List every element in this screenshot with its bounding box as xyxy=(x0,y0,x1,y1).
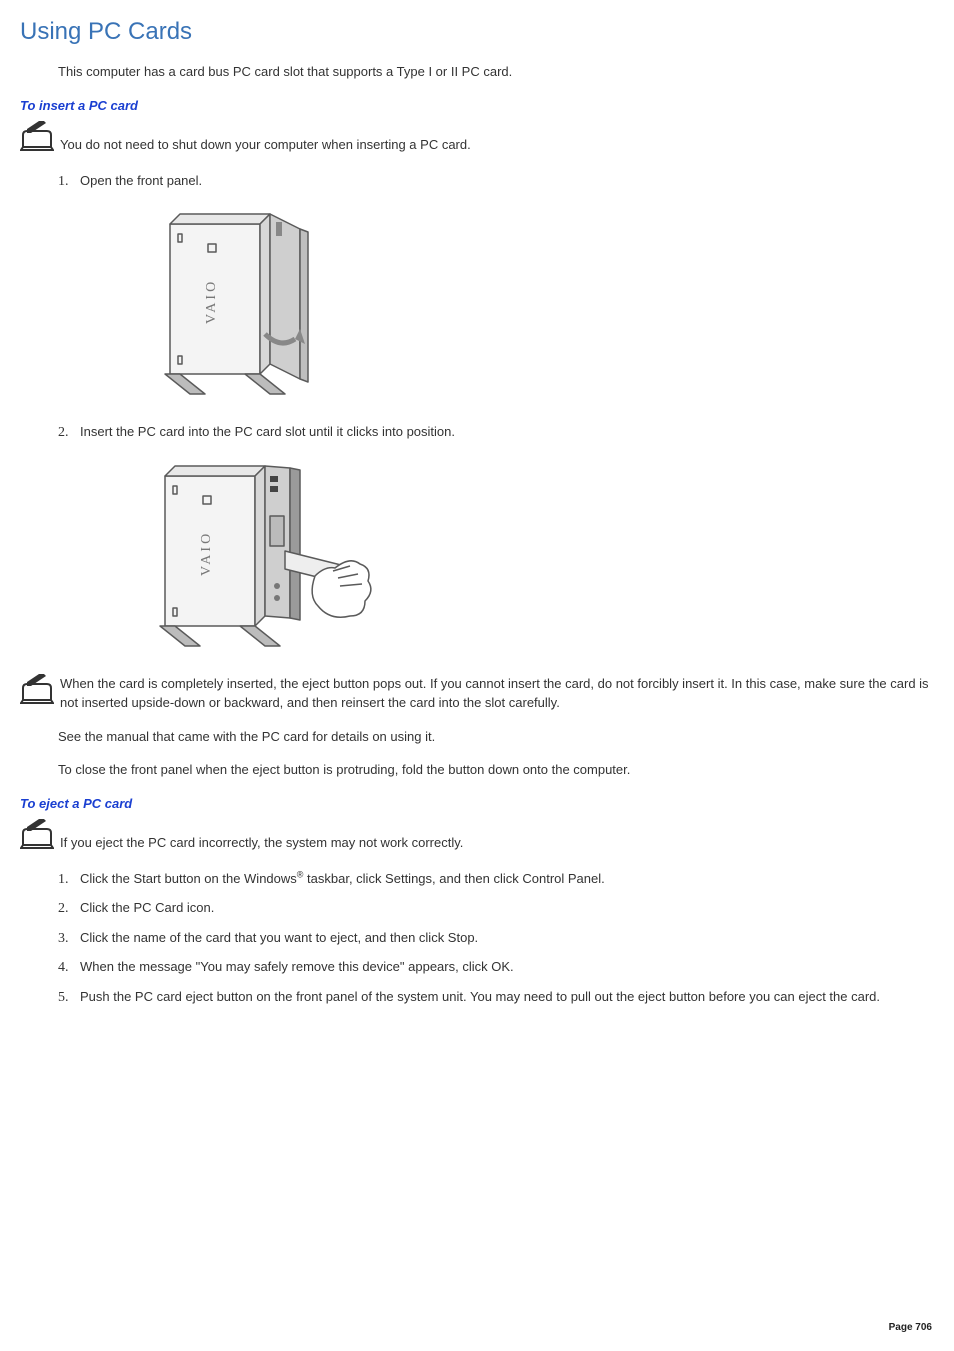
eject-step-5: Push the PC card eject button on the fro… xyxy=(72,987,934,1007)
illustration-insert-card: VAIO xyxy=(150,456,380,656)
eject-steps-list: Click the Start button on the Windows® t… xyxy=(72,869,934,1007)
insert-after-para-2: To close the front panel when the eject … xyxy=(58,760,934,780)
step-text: Push the PC card eject button on the fro… xyxy=(80,989,880,1004)
eject-heading: To eject a PC card xyxy=(20,794,934,814)
note-icon xyxy=(20,819,54,855)
note-icon xyxy=(20,674,54,710)
insert-step-2: Insert the PC card into the PC card slot… xyxy=(72,422,934,656)
eject-step-1: Click the Start button on the Windows® t… xyxy=(72,869,934,889)
insert-steps-list: Open the front panel. xyxy=(72,171,934,656)
eject-note: If you eject the PC card incorrectly, th… xyxy=(20,819,934,855)
insert-step-1: Open the front panel. xyxy=(72,171,934,405)
svg-text:VAIO: VAIO xyxy=(199,530,214,575)
insert-note-text: You do not need to shut down your comput… xyxy=(60,135,471,157)
note-icon xyxy=(20,121,54,157)
illustration-open-panel: VAIO xyxy=(150,204,330,404)
step-text: Click the Start button on the Windows® t… xyxy=(80,871,605,886)
eject-step-4: When the message "You may safely remove … xyxy=(72,957,934,977)
insert-after-para-1: See the manual that came with the PC car… xyxy=(58,727,934,747)
step-text: Open the front panel. xyxy=(80,173,202,188)
insert-note: You do not need to shut down your comput… xyxy=(20,121,934,157)
eject-step-3: Click the name of the card that you want… xyxy=(72,928,934,948)
insert-warning-text: When the card is completely inserted, th… xyxy=(60,676,929,711)
step-text: When the message "You may safely remove … xyxy=(80,959,514,974)
eject-step-2: Click the PC Card icon. xyxy=(72,898,934,918)
step-text: Insert the PC card into the PC card slot… xyxy=(80,424,455,439)
page-number: Page 706 xyxy=(889,1320,932,1335)
page-title: Using PC Cards xyxy=(20,14,934,50)
insert-heading: To insert a PC card xyxy=(20,96,934,116)
insert-warning: When the card is completely inserted, th… xyxy=(20,674,934,713)
eject-note-text: If you eject the PC card incorrectly, th… xyxy=(60,833,463,855)
intro-paragraph: This computer has a card bus PC card slo… xyxy=(58,62,934,82)
svg-text:VAIO: VAIO xyxy=(204,279,219,324)
step-text: Click the PC Card icon. xyxy=(80,900,214,915)
step-text: Click the name of the card that you want… xyxy=(80,930,478,945)
